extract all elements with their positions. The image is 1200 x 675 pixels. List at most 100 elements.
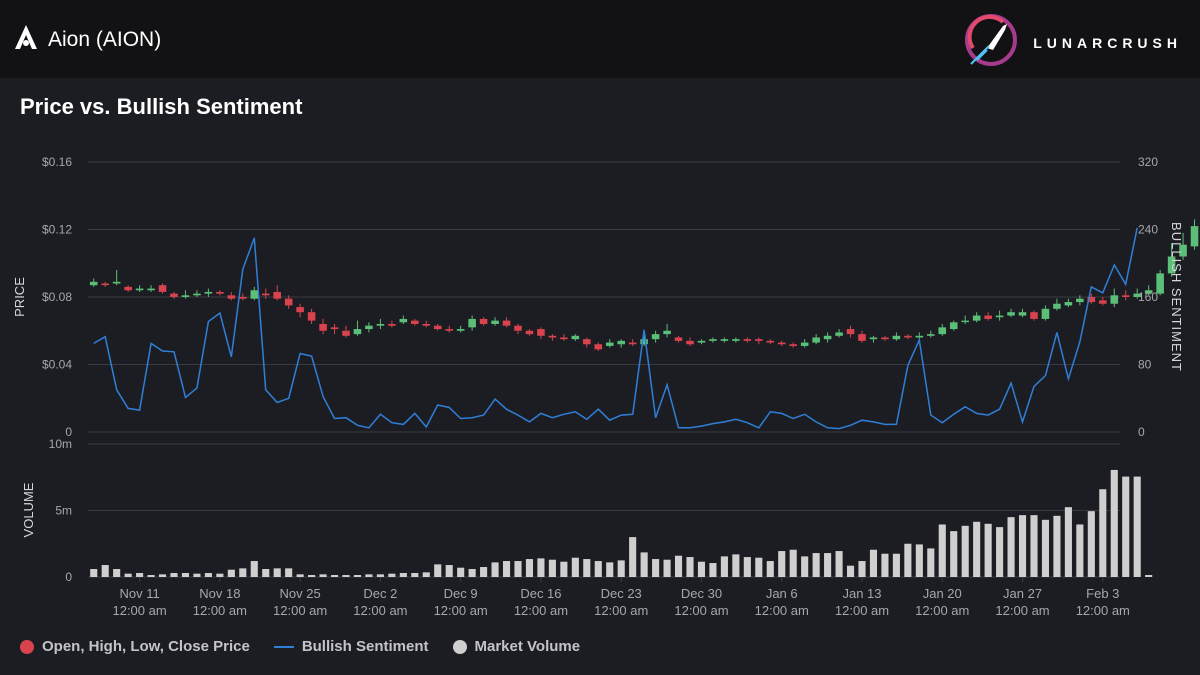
volume-bar xyxy=(606,562,614,577)
x-tick-label-time: 12:00 am xyxy=(995,603,1049,618)
volume-bar xyxy=(583,559,591,577)
volume-bar xyxy=(915,544,923,577)
legend-ohlc[interactable]: Open, High, Low, Close Price xyxy=(20,638,250,655)
volume-bar xyxy=(330,575,339,577)
candle-body xyxy=(1076,298,1084,303)
volume-bar xyxy=(652,559,660,577)
candle-body xyxy=(663,330,671,335)
volume-bar xyxy=(984,523,992,577)
candle-body xyxy=(445,329,453,331)
candle-body xyxy=(491,320,499,324)
ohlc-series xyxy=(89,219,1199,351)
volume-bar xyxy=(342,575,350,577)
price-tick-label: $0.16 xyxy=(42,155,72,169)
x-tick-label-time: 12:00 am xyxy=(835,603,889,618)
candle-body xyxy=(732,339,740,341)
volume-series xyxy=(90,469,1153,577)
volume-bar xyxy=(686,557,694,577)
x-tick-label-time: 12:00 am xyxy=(674,603,728,618)
volume-bar xyxy=(147,575,155,577)
price-tick-label: $0.04 xyxy=(42,358,72,372)
volume-bar xyxy=(136,573,144,577)
candle-body xyxy=(892,335,901,340)
x-tick-label-date: Dec 2 xyxy=(363,586,397,601)
candle-body xyxy=(800,342,809,346)
candle-body xyxy=(1190,226,1199,247)
candle-body xyxy=(869,337,878,340)
volume-bar xyxy=(858,561,866,577)
candle-body xyxy=(995,315,1004,318)
candle-body xyxy=(1156,273,1164,294)
volume-bar xyxy=(617,560,625,577)
volume-bar xyxy=(1133,476,1141,577)
candle-body xyxy=(433,325,442,330)
candle-body xyxy=(330,327,339,330)
candle-body xyxy=(605,342,614,346)
brand-logo[interactable]: LUNARCRUSH xyxy=(963,12,1182,73)
volume-bar xyxy=(743,557,751,577)
candle-body xyxy=(904,335,912,338)
volume-bar xyxy=(778,551,786,577)
x-tick-label-date: Jan 20 xyxy=(923,586,962,601)
x-tick-label-date: Feb 3 xyxy=(1086,586,1119,601)
candle-body xyxy=(1133,293,1141,297)
volume-bar xyxy=(548,559,556,577)
volume-tick-label: 10m xyxy=(49,437,72,451)
volume-bar xyxy=(239,568,247,577)
x-tick-label-time: 12:00 am xyxy=(112,603,166,618)
legend-sentiment[interactable]: Bullish Sentiment xyxy=(273,638,429,655)
top-bar: Aion (AION) LUNARCRUSH xyxy=(0,0,1200,78)
volume-bar xyxy=(434,564,442,577)
coin-title: Aion (AION) xyxy=(48,27,162,51)
axis-labels: $0.16 320$0.12 240$0.08 160$0.04 800 010m5m0N… xyxy=(42,155,1158,618)
candle-body xyxy=(938,327,947,335)
candle-body xyxy=(307,312,316,321)
volume-axis-title: VOLUME xyxy=(21,482,36,537)
volume-tick-label: 0 xyxy=(65,570,72,584)
candle-body xyxy=(514,325,522,331)
candle-body xyxy=(124,286,132,291)
volume-bar xyxy=(491,562,499,577)
volume-bar xyxy=(250,561,258,577)
rocket-logo-icon xyxy=(963,12,1019,73)
volume-bar xyxy=(376,574,384,577)
volume-tick-label: 5m xyxy=(55,504,72,518)
candle-body xyxy=(1030,312,1038,319)
legend-volume[interactable]: Market Volume xyxy=(452,638,580,655)
sentiment-tick-label: 320 xyxy=(1138,155,1158,169)
candle-body xyxy=(846,329,855,335)
candle-body xyxy=(984,315,992,319)
candle-body xyxy=(1121,295,1130,297)
ohlc-legend-dot xyxy=(20,639,34,654)
candle-body xyxy=(158,285,167,292)
candle-body xyxy=(594,344,603,350)
x-tick-label-time: 12:00 am xyxy=(915,603,969,618)
volume-bar xyxy=(101,565,109,577)
volume-bar xyxy=(319,574,327,577)
candle-body xyxy=(135,288,144,291)
volume-bar xyxy=(961,525,969,577)
candle-body xyxy=(927,334,935,336)
legend-ohlc-label: Open, High, Low, Close Price xyxy=(42,638,250,655)
volume-bar xyxy=(537,558,545,577)
volume-bar xyxy=(193,573,201,577)
volume-bar xyxy=(1145,575,1153,577)
volume-bar xyxy=(216,573,224,577)
candle-body xyxy=(502,320,511,326)
candle-body xyxy=(1110,295,1119,304)
x-tick-label-date: Dec 9 xyxy=(444,586,478,601)
candle-body xyxy=(147,288,155,291)
candle-body xyxy=(686,340,694,345)
price-tick-label: 0 xyxy=(65,425,72,439)
volume-bar xyxy=(835,551,843,577)
volume-bar xyxy=(1018,515,1027,577)
volume-bar xyxy=(629,537,637,577)
volume-bar xyxy=(1110,469,1118,577)
volume-bar xyxy=(204,573,212,577)
candle-body xyxy=(777,342,786,345)
candle-body xyxy=(858,334,866,341)
volume-bar xyxy=(732,554,740,577)
volume-bar xyxy=(457,567,465,577)
candle-body xyxy=(479,318,488,324)
candle-body xyxy=(353,329,362,335)
